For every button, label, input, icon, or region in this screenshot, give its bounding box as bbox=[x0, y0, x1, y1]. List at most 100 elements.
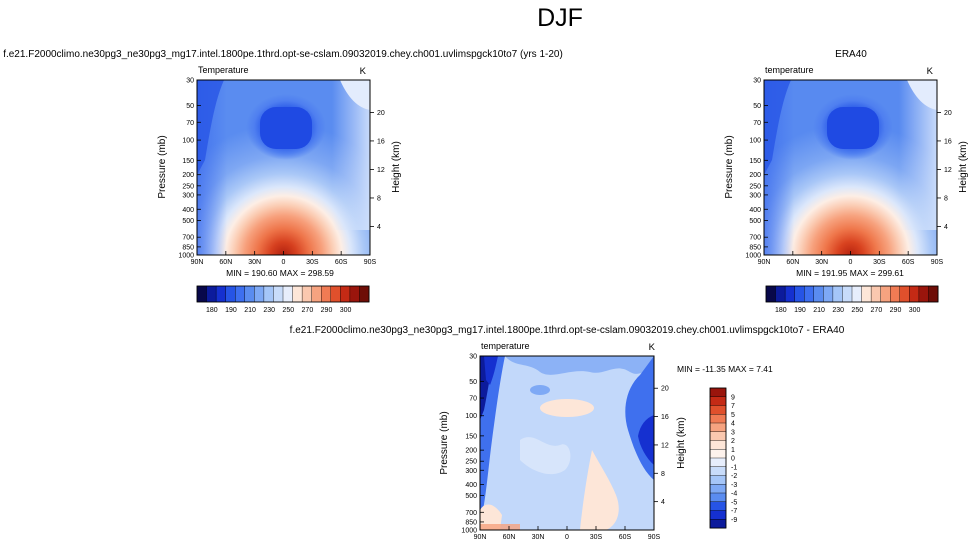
model-y-axis-label: Pressure (mb) bbox=[157, 135, 168, 198]
obs-cold-core-inner bbox=[827, 107, 879, 149]
colorbar-label: 2 bbox=[731, 438, 735, 445]
diff-warm-surface-strip bbox=[480, 524, 520, 530]
colorbar-swatch bbox=[709, 501, 727, 512]
colorbar-swatch bbox=[709, 492, 727, 503]
y-tick-label: 700 bbox=[182, 235, 194, 242]
model-y2-axis-label: Height (km) bbox=[391, 141, 402, 193]
y2-tick-label: 8 bbox=[661, 471, 665, 478]
y-tick-label: 200 bbox=[465, 448, 477, 455]
colorbar-label: 180 bbox=[775, 307, 787, 314]
colorbar-label: 190 bbox=[794, 307, 806, 314]
colorbar-swatch bbox=[273, 285, 284, 303]
colorbar-swatch bbox=[206, 285, 217, 303]
colorbar-swatch bbox=[918, 285, 929, 303]
y-tick-label: 300 bbox=[749, 192, 761, 199]
x-tick-label: 90N bbox=[758, 259, 771, 266]
colorbar-label: 190 bbox=[225, 307, 237, 314]
x-tick-label: 30N bbox=[815, 259, 828, 266]
x-tick-label: 60N bbox=[219, 259, 232, 266]
colorbar-swatch bbox=[709, 405, 727, 415]
colorbar-label: -2 bbox=[731, 473, 737, 480]
colorbar-swatch bbox=[861, 285, 872, 303]
colorbar-label: 250 bbox=[282, 307, 294, 314]
y-tick-label: 70 bbox=[186, 120, 194, 127]
y-tick-label: 1000 bbox=[461, 528, 477, 535]
diff-plot: temperature K MIN = -11.35 MAX = 7.41 90… bbox=[439, 341, 773, 541]
y-tick-label: 150 bbox=[749, 158, 761, 165]
y-tick-label: 500 bbox=[749, 218, 761, 225]
diff-warm-blob-lower bbox=[580, 450, 619, 530]
colorbar-label: 300 bbox=[340, 307, 352, 314]
y-tick-label: 850 bbox=[465, 519, 477, 526]
obs-y2-ticks: 4 8 12 16 20 bbox=[937, 110, 952, 231]
colorbar-swatch bbox=[804, 285, 815, 303]
y-tick-label: 700 bbox=[465, 510, 477, 517]
colorbar-swatch bbox=[301, 285, 313, 303]
colorbar-label: 5 bbox=[731, 412, 735, 419]
colorbar-swatch bbox=[709, 387, 727, 398]
y-tick-label: 50 bbox=[186, 103, 194, 110]
diff-cold-core-south bbox=[638, 415, 654, 465]
model-panel-label: Temperature bbox=[198, 65, 249, 75]
colorbar-label: 3 bbox=[731, 429, 735, 436]
colorbar-swatch bbox=[709, 484, 727, 494]
model-x-ticks: 90N 60N 30N 0 30S 60S 90S bbox=[191, 251, 377, 266]
obs-warm-corner bbox=[907, 80, 937, 110]
y-tick-label: 150 bbox=[182, 158, 194, 165]
model-y-ticks: 30 50 70 100 150 200 250 300 400 500 700 850 1000 bbox=[178, 78, 201, 260]
colorbar-swatch bbox=[292, 285, 303, 303]
y-tick-label: 30 bbox=[753, 78, 761, 85]
colorbar-swatch bbox=[851, 285, 863, 303]
y-tick-label: 70 bbox=[469, 396, 477, 403]
colorbar-swatch bbox=[282, 285, 294, 303]
model-panel-title: f.e21.F2000climo.ne30pg3_ne30pg3_mg17.in… bbox=[3, 49, 563, 60]
x-tick-label: 60S bbox=[619, 534, 632, 541]
diff-panel-title: f.e21.F2000climo.ne30pg3_ne30pg3_mg17.in… bbox=[290, 325, 845, 336]
y-tick-label: 300 bbox=[465, 468, 477, 475]
colorbar-swatch bbox=[225, 285, 236, 303]
obs-panel-label: temperature bbox=[765, 65, 814, 75]
y-tick-label: 300 bbox=[182, 192, 194, 199]
x-tick-label: 30N bbox=[532, 534, 545, 541]
colorbar-label: 230 bbox=[263, 307, 275, 314]
y2-tick-label: 12 bbox=[661, 442, 669, 449]
obs-plot: temperature K 90N 60N 30N 0 30S 60S 90S 30 50 70… bbox=[724, 65, 969, 314]
colorbar-label: 230 bbox=[832, 307, 844, 314]
colorbar-label: 210 bbox=[813, 307, 825, 314]
obs-field bbox=[764, 80, 937, 255]
colorbar-swatch bbox=[263, 285, 274, 303]
model-field bbox=[197, 80, 370, 255]
y-tick-label: 250 bbox=[749, 183, 761, 190]
colorbar-swatch bbox=[330, 285, 341, 303]
y-tick-label: 200 bbox=[182, 172, 194, 179]
figure-title: DJF bbox=[537, 4, 583, 32]
colorbar-swatch bbox=[321, 285, 332, 303]
colorbar-label: -5 bbox=[731, 499, 737, 506]
y2-tick-label: 20 bbox=[661, 386, 669, 393]
colorbar-swatch bbox=[899, 285, 910, 303]
y-tick-label: 30 bbox=[469, 354, 477, 361]
obs-minmax-label: MIN = 191.95 MAX = 299.61 bbox=[796, 268, 904, 278]
y-tick-label: 250 bbox=[182, 183, 194, 190]
obs-y-ticks: 30 50 70 100 150 200 250 300 400 500 700 850 1000 bbox=[745, 78, 768, 260]
colorbar-label: 270 bbox=[871, 307, 883, 314]
colorbar-label: -3 bbox=[731, 482, 737, 489]
y2-tick-label: 8 bbox=[377, 195, 381, 202]
obs-x-ticks: 90N 60N 30N 0 30S 60S 90S bbox=[758, 251, 944, 266]
colorbar-swatch bbox=[709, 431, 727, 442]
colorbar-label: 300 bbox=[909, 307, 921, 314]
y-tick-label: 400 bbox=[749, 207, 761, 214]
colorbar-swatch bbox=[359, 285, 370, 303]
diff-panel-label: temperature bbox=[481, 341, 530, 351]
diff-y2-axis-label: Height (km) bbox=[676, 417, 687, 469]
y-tick-label: 1000 bbox=[178, 253, 194, 260]
colorbar-swatch bbox=[842, 285, 853, 303]
colorbar-swatch bbox=[196, 285, 208, 303]
colorbar-swatch bbox=[244, 285, 255, 303]
colorbar-swatch bbox=[709, 475, 727, 485]
colorbar-label: 270 bbox=[302, 307, 314, 314]
colorbar-label: 9 bbox=[731, 394, 735, 401]
obs-panel-title: ERA40 bbox=[835, 49, 867, 60]
obs-y-axis-label: Pressure (mb) bbox=[724, 135, 735, 198]
